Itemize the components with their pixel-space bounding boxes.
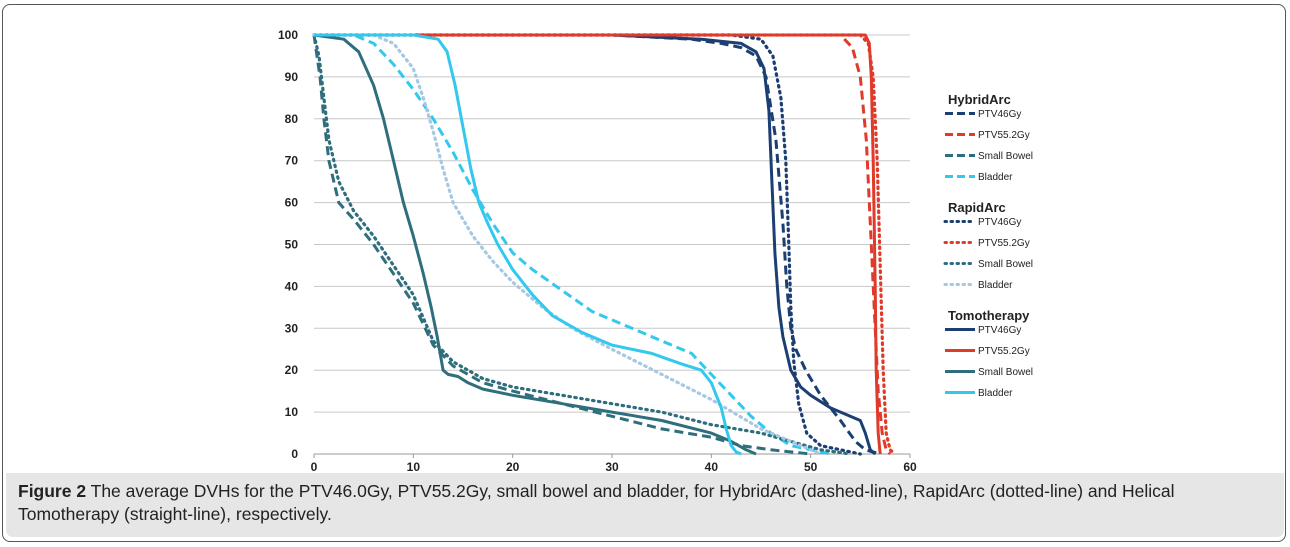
caption-label: Figure 2 [18,481,87,501]
x-tick-label-30: 30 [605,460,619,474]
gridlines [314,34,910,413]
legend-label-hybridarc-bladder: Bladder [978,172,1013,183]
y-tick-label-100: 100 [278,28,298,42]
legend: HybridArc PTV46Gy PTV55.2Gy Small Bowel Blad… [943,92,1033,399]
x-tick-label-20: 20 [506,460,520,474]
legend-label-rapidarc-small-bowel: Small Bowel [978,259,1033,270]
y-tick-label-20: 20 [285,363,299,377]
y-tick-label-70: 70 [285,154,299,168]
series-line-tomotherapy-ptv46gy [314,33,877,456]
legend-label-hybridarc-ptv46gy: PTV46Gy [978,109,1021,120]
y-tick-label-50: 50 [285,238,299,252]
y-tick-label-80: 80 [285,112,299,126]
legend-label-rapidarc-ptv46gy: PTV46Gy [978,217,1021,228]
legend-label-hybridarc-ptv55-2gy: PTV55.2Gy [978,130,1030,141]
caption-text: The average DVHs for the PTV46.0Gy, PTV5… [18,481,1175,524]
series-line-tomotherapy-small-bowel [313,33,757,456]
x-tick-label-50: 50 [804,460,818,474]
y-tick-label-30: 30 [285,321,299,335]
series-line-rapidarc-ptv55-2gy [312,33,897,456]
legend-label-tomotherapy-small-bowel: Small Bowel [978,367,1033,378]
x-tick-label-10: 10 [407,460,421,474]
series-line-rapidarc-bladder [312,33,823,456]
axes [313,453,911,458]
series-line-rapidarc-small-bowel [312,33,853,456]
legend-label-rapidarc-ptv55-2gy: PTV55.2Gy [978,238,1030,249]
y-tick-label-90: 90 [285,70,299,84]
legend-title-hybridarc: HybridArc [948,92,1011,107]
legend-title-tomotherapy: Tomotherapy [948,308,1030,323]
figure-caption: Figure 2 The average DVHs for the PTV46.… [18,480,1268,526]
x-tick-label-40: 40 [705,460,719,474]
x-tick-label-0: 0 [311,460,318,474]
legend-label-rapidarc-bladder: Bladder [978,280,1013,291]
series-lines [312,33,897,456]
legend-label-hybridarc-small-bowel: Small Bowel [978,151,1033,162]
y-tick-label-0: 0 [291,447,298,461]
x-tick-label-60: 60 [903,460,917,474]
legend-title-rapidarc: RapidArc [948,200,1006,215]
y-tick-label-60: 60 [285,196,299,210]
legend-label-tomotherapy-ptv46gy: PTV46Gy [978,325,1021,336]
legend-label-tomotherapy-bladder: Bladder [978,388,1013,399]
series-line-tomotherapy-ptv55-2gy [314,33,882,455]
figure-frame [2,4,1286,542]
y-tick-label-10: 10 [285,405,299,419]
y-tick-label-40: 40 [285,279,299,293]
tick-labels: 0 10 20 30 40 50 60 70 80 90 100 0 10 20 30 40 50 60 [278,28,917,474]
caption-box [6,473,1284,537]
series-line-tomotherapy-bladder [314,33,742,456]
series-line-hybridarc-small-bowel [312,34,811,456]
series-line-hybridarc-ptv46gy [314,33,881,456]
legend-label-tomotherapy-ptv55-2gy: PTV55.2Gy [978,346,1030,357]
